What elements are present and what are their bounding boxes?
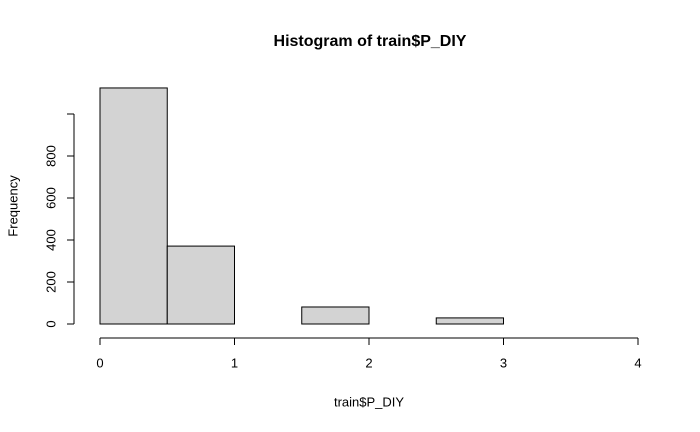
y-tick-label: 0 [43, 320, 58, 327]
bar [435, 317, 504, 325]
y-tick-label: 600 [43, 187, 58, 209]
x-tick-label: 3 [500, 355, 507, 370]
y-tick-label: 400 [43, 229, 58, 251]
y-tick-label: 200 [43, 271, 58, 293]
bar [99, 87, 168, 325]
x-tick-label: 1 [231, 355, 238, 370]
bar [166, 245, 235, 325]
x-axis-label: train$P_DIY [334, 394, 404, 409]
y-tick-label: 800 [43, 145, 58, 167]
bar [301, 306, 370, 325]
chart-title: Histogram of train$P_DIY [274, 33, 467, 50]
x-tick-label: 4 [634, 355, 641, 370]
x-tick-label: 2 [365, 355, 372, 370]
x-tick-label: 0 [96, 355, 103, 370]
y-axis-label: Frequency [5, 175, 20, 237]
